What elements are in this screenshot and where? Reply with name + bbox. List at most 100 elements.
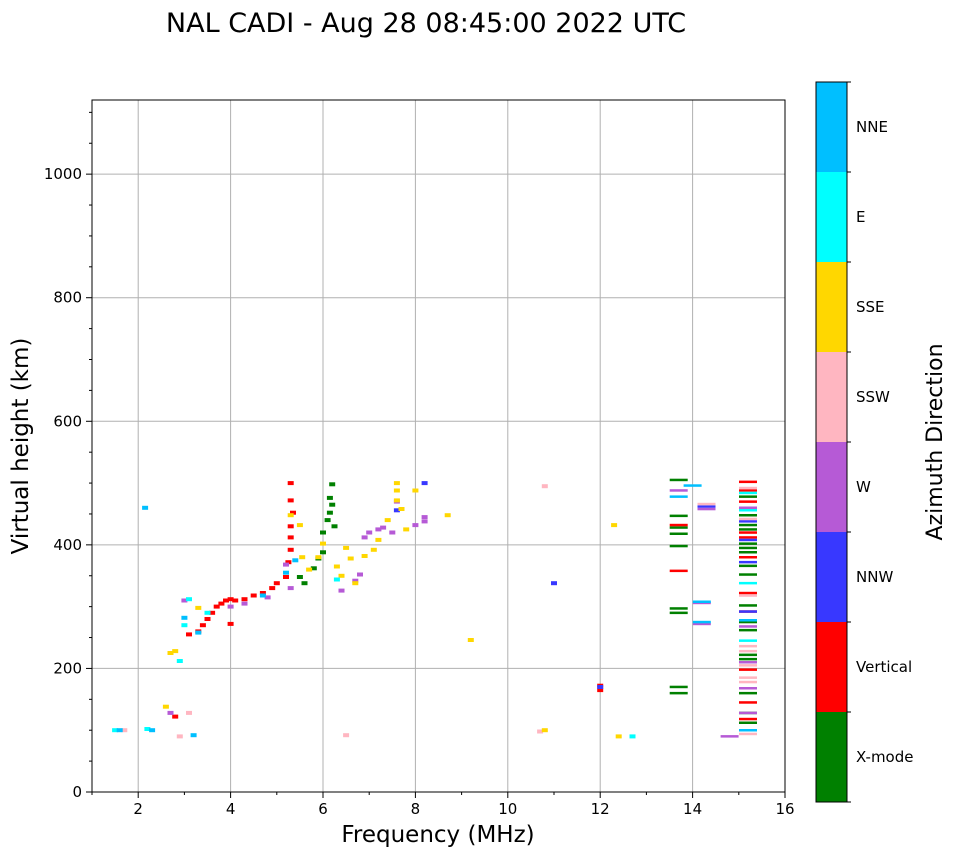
- echo-mark-w: [357, 572, 363, 577]
- echo-mark-x-mode: [739, 542, 757, 545]
- echo-mark-ssw: [121, 728, 128, 733]
- echo-mark-e: [112, 728, 119, 733]
- echo-mark-x-mode: [329, 482, 336, 487]
- echo-mark-x-mode: [739, 628, 757, 632]
- echo-mark-vertical: [287, 498, 294, 503]
- echo-mark-x-mode: [320, 550, 326, 555]
- colorbar-label: Azimuth Direction: [923, 343, 948, 540]
- echo-mark-e: [739, 581, 757, 585]
- echo-mark-w: [241, 601, 248, 606]
- plot-frame: [91, 99, 786, 793]
- echo-mark-w: [669, 489, 688, 492]
- y-tick-label: 800: [53, 289, 82, 307]
- echo-mark-x-mode: [326, 510, 333, 515]
- axis-ticks: 2 4 6 8 10 12 14 16 0 200 400 600 800 1000: [44, 111, 795, 818]
- echo-mark-nne: [149, 728, 156, 733]
- echo-mark-x-mode: [301, 581, 308, 586]
- echo-mark-vertical: [669, 523, 688, 527]
- y-tick-label: 600: [53, 412, 82, 430]
- x-tick-label: 2: [133, 800, 143, 818]
- echo-mark-vertical: [739, 531, 757, 534]
- colorbar-tick-label: W: [856, 478, 871, 496]
- echo-mark-w: [380, 525, 387, 530]
- y-tick-label: 1000: [44, 165, 82, 183]
- echo-mark-nne: [692, 600, 711, 603]
- echo-mark-e: [186, 597, 192, 602]
- colorbar-swatch-vertical: [816, 622, 847, 712]
- echo-mark-ssw: [739, 486, 757, 490]
- echo-mark-vertical: [209, 610, 216, 615]
- echo-mark-nnw: [421, 481, 428, 486]
- echo-mark-ssw: [739, 664, 757, 667]
- echo-mark-nnw: [597, 685, 604, 689]
- echo-mark-vertical: [227, 621, 234, 626]
- echo-mark-nnw: [551, 581, 557, 586]
- echo-mark-sse: [195, 605, 202, 610]
- echo-mark-e: [739, 639, 757, 642]
- echo-mark-nne: [283, 570, 289, 575]
- y-axis-label: Virtual height (km): [8, 338, 34, 555]
- echo-mark-sse: [384, 518, 391, 523]
- chart-title: NAL CADI - Aug 28 08:45:00 2022 UTC: [166, 8, 686, 39]
- colorbar-swatch-nne: [816, 82, 847, 172]
- x-tick-label: 16: [775, 800, 794, 818]
- echo-mark-sse: [338, 573, 345, 578]
- echo-mark-w: [389, 530, 396, 535]
- echo-mark-nne: [669, 495, 688, 498]
- echo-mark-ssw: [541, 484, 548, 489]
- echo-mark-ssw: [739, 732, 757, 736]
- echo-mark-x-mode: [739, 546, 757, 550]
- echo-mark-vertical: [259, 591, 266, 595]
- echo-mark-nnw: [739, 560, 757, 564]
- echo-mark-nne: [116, 728, 123, 733]
- echo-mark-sse: [287, 513, 294, 518]
- echo-mark-sse: [315, 555, 322, 560]
- echo-mark-w: [421, 519, 428, 524]
- echo-mark-x-mode: [669, 611, 688, 615]
- colorbar-swatch-ssw: [816, 352, 847, 442]
- y-tick-label: 400: [53, 536, 82, 554]
- echo-mark-e: [629, 734, 636, 739]
- echo-mark-sse: [412, 488, 419, 493]
- echo-mark-w: [739, 687, 757, 690]
- echo-mark-w: [227, 604, 234, 609]
- echo-mark-vertical: [739, 591, 757, 595]
- echo-mark-sse: [333, 564, 340, 569]
- echo-mark-x-mode: [324, 518, 331, 523]
- echo-mark-sse: [343, 545, 350, 550]
- echo-mark-x-mode: [739, 551, 757, 554]
- echo-mark-nnw: [697, 505, 716, 508]
- echo-mark-nne: [142, 505, 149, 510]
- echo-mark-vertical: [739, 717, 757, 721]
- echo-mark-x-mode: [739, 620, 757, 624]
- echo-mark-x-mode: [669, 607, 688, 610]
- echo-mark-w: [692, 622, 711, 626]
- echo-mark-x-mode: [739, 604, 757, 607]
- echo-mark-x-mode: [329, 502, 336, 507]
- x-tick-label: 10: [498, 800, 517, 818]
- echo-mark-sse: [352, 581, 359, 586]
- echo-mark-x-mode: [320, 530, 326, 535]
- x-tick-label: 12: [591, 800, 610, 818]
- echo-mark-vertical: [739, 489, 757, 492]
- echo-mark-nne: [195, 630, 202, 635]
- echo-mark-x-mode: [739, 495, 757, 498]
- echo-mark-nne: [259, 593, 266, 598]
- echo-mark-vertical: [287, 535, 294, 540]
- echo-mark-e: [333, 577, 340, 582]
- echo-mark-nne: [692, 620, 711, 624]
- echo-mark-w: [739, 625, 757, 628]
- colorbar-tick-label: SSW: [856, 388, 890, 406]
- echo-mark-w: [287, 586, 294, 591]
- colorbar-frame: [815, 81, 848, 803]
- echo-mark-w: [181, 598, 188, 603]
- echo-mark-e: [181, 623, 188, 628]
- echo-mark-x-mode: [669, 478, 688, 482]
- echo-mark-vertical: [199, 623, 206, 628]
- colorbar-tick-label: E: [856, 208, 865, 226]
- echo-mark-w: [352, 578, 359, 583]
- echo-mark-sse: [398, 507, 405, 511]
- echo-mark-x-mode: [739, 691, 757, 695]
- echo-mark-x-mode: [669, 532, 688, 535]
